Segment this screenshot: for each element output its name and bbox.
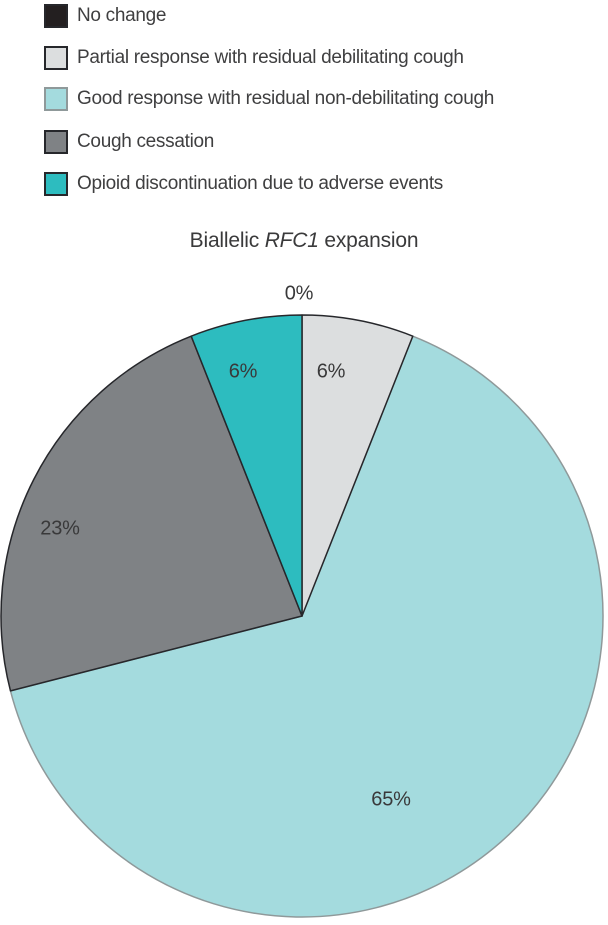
chart-title: Biallelic RFC1 expansion [0,229,608,253]
legend-item-cough-cessation: Cough cessation [44,128,214,156]
pie-percent-label-opioid-discontinuation: 6% [228,360,258,383]
pie-wedges [0,314,604,918]
pie-wedge [190,314,303,617]
legend-swatch [44,87,68,111]
legend-item-partial-response: Partial response with residual debilitat… [44,44,464,72]
legend-item-no-change: No change [44,2,167,30]
legend-label: Partial response with residual debilitat… [77,47,464,68]
pie-percent-label-cough-cessation: 23% [40,517,80,540]
legend-label: Cough cessation [77,131,215,152]
legend-swatch [44,130,68,154]
chart-title-prefix: Biallelic [189,229,265,252]
legend-label: No change [77,5,167,26]
legend-item-good-response: Good response with residual non-debilita… [44,85,494,113]
chart-title-suffix: expansion [318,229,419,252]
legend-label: Opioid discontinuation due to adverse ev… [77,173,443,194]
legend-swatch [44,4,68,28]
legend-swatch [44,172,68,196]
pie-percent-label-good-response: 65% [371,788,411,811]
pie-wedge [0,335,303,692]
pie-percent-label-partial-response: 6% [316,360,346,383]
legend-label: Good response with residual non-debilita… [77,88,495,109]
legend-item-opioid-discontinuation: Opioid discontinuation due to adverse ev… [44,170,443,198]
legend-swatch [44,46,68,70]
chart-title-gene: RFC1 [264,229,319,252]
pie-percent-label-no-change: 0% [284,282,314,305]
pie-wedge [9,335,604,918]
